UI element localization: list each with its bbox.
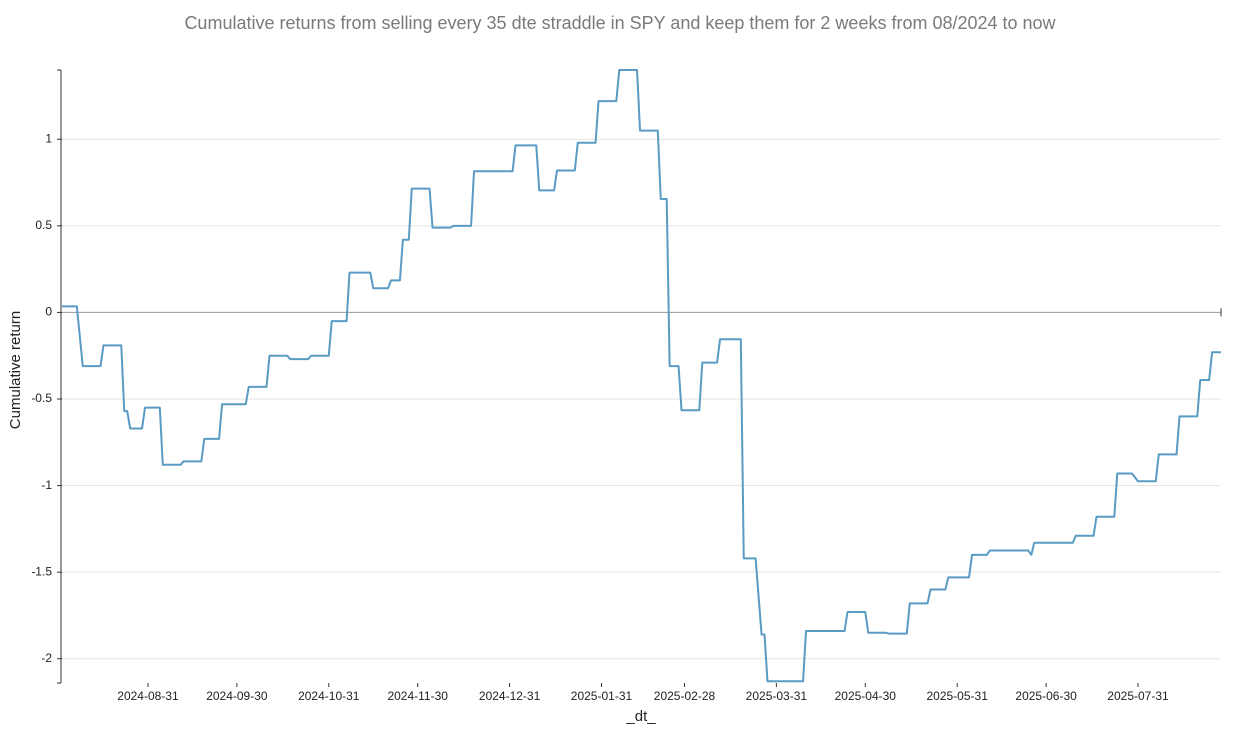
x-tick-label: 2024-08-31 — [117, 689, 179, 703]
x-tick-label: 2025-06-30 — [1015, 689, 1077, 703]
chart-title: Cumulative returns from selling every 35… — [184, 13, 1056, 33]
x-tick-label: 2024-11-30 — [387, 689, 448, 703]
y-axis-label: Cumulative return — [7, 311, 24, 429]
y-tick-label: 1 — [45, 131, 52, 145]
data-line — [62, 69, 1221, 683]
x-tick-label: 2024-12-31 — [479, 689, 541, 703]
y-tick-label: -0.5 — [31, 391, 52, 405]
y-tick-label: -1 — [41, 478, 52, 492]
y-tick-label: -1.5 — [31, 564, 52, 578]
x-tick-label: 2025-07-31 — [1107, 689, 1169, 703]
x-tick-label: 2025-03-31 — [746, 689, 808, 703]
x-tick-label: 2025-02-28 — [654, 689, 716, 703]
x-tick-label: 2025-04-30 — [835, 689, 897, 703]
x-tick-label: 2025-05-31 — [926, 689, 988, 703]
x-tick-label: 2024-09-30 — [206, 689, 268, 703]
y-tick-label: 0.5 — [35, 218, 52, 232]
x-tick-label: 2025-01-31 — [571, 689, 633, 703]
y-tick-label: -2 — [41, 651, 52, 665]
x-tick-label: 2024-10-31 — [298, 689, 360, 703]
y-tick-label: 0 — [45, 305, 52, 319]
x-axis-label: _dt_ — [625, 708, 656, 725]
